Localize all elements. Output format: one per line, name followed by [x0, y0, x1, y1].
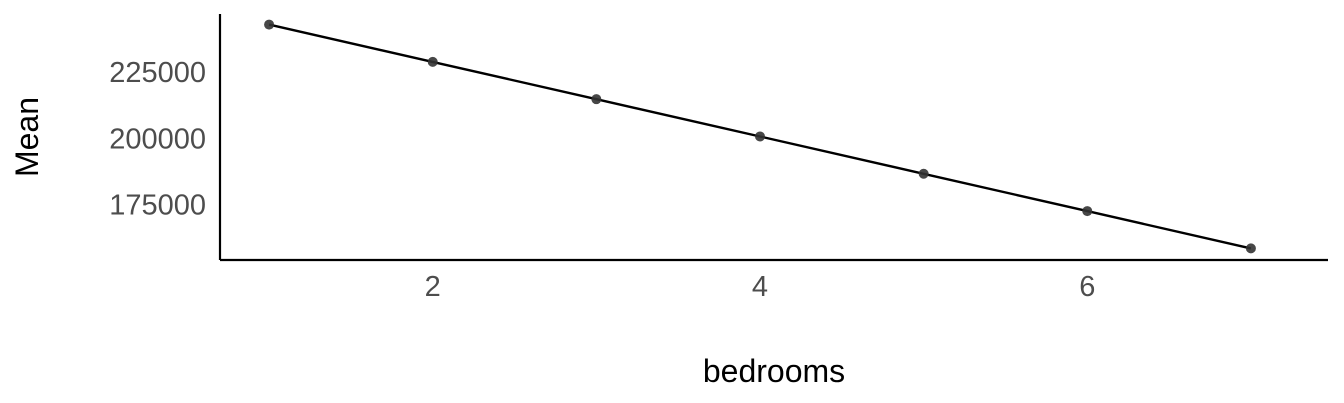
y-tick-label: 175000	[109, 189, 206, 221]
data-point	[264, 19, 275, 30]
y-tick-label: 200000	[109, 123, 206, 155]
y-axis-ticks: 175000 200000 225000	[109, 57, 206, 221]
y-tick-label: 225000	[109, 57, 206, 89]
data-point	[755, 131, 765, 142]
data-point	[1245, 243, 1256, 254]
x-axis-title: bedrooms	[703, 353, 845, 389]
x-tick-label: 2	[425, 271, 441, 303]
x-axis-ticks: 2 4 6	[425, 271, 1096, 303]
data-point	[591, 94, 602, 105]
data-point	[427, 56, 438, 67]
data-points	[264, 19, 1256, 254]
y-axis-title: Mean	[9, 97, 45, 177]
x-tick-label: 4	[752, 271, 768, 303]
x-tick-label: 6	[1079, 271, 1095, 303]
data-point	[1082, 206, 1093, 217]
data-point	[918, 168, 929, 179]
